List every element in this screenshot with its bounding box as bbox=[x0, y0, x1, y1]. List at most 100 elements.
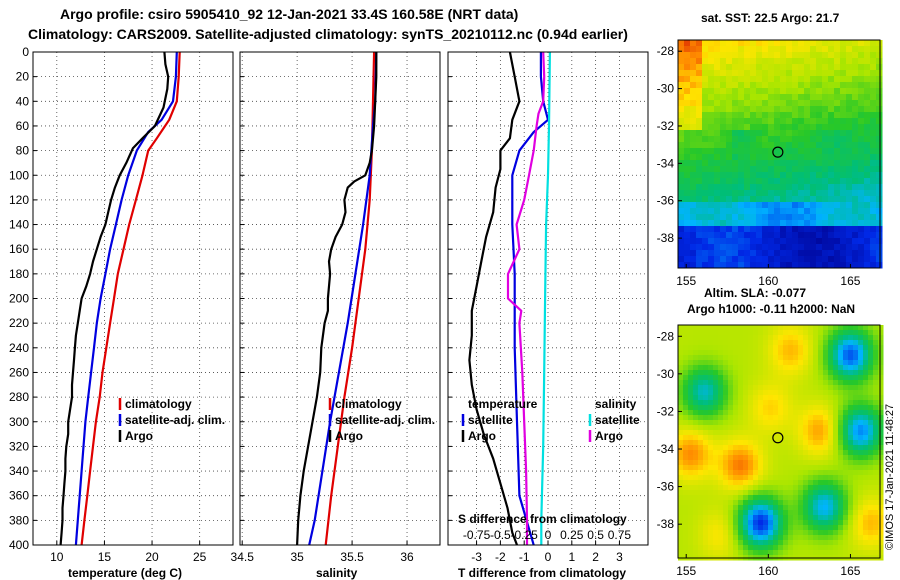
map-cell bbox=[743, 370, 749, 376]
map-cell bbox=[718, 335, 724, 341]
map-cell bbox=[803, 420, 809, 426]
map-cell bbox=[788, 335, 794, 341]
map-cell bbox=[778, 370, 784, 376]
map-cell bbox=[744, 106, 751, 113]
map-cell bbox=[783, 550, 789, 556]
map-cell bbox=[763, 510, 769, 516]
map-cell bbox=[678, 500, 684, 506]
map-cell bbox=[763, 325, 769, 331]
map-cell bbox=[702, 154, 709, 161]
map-cell bbox=[738, 490, 744, 496]
map-cell bbox=[733, 505, 739, 511]
map-cell bbox=[738, 540, 744, 546]
map-cell bbox=[750, 94, 757, 101]
map-cell bbox=[773, 355, 779, 361]
map-cell bbox=[763, 505, 769, 511]
map-cell bbox=[864, 148, 871, 155]
map-cell bbox=[828, 405, 834, 411]
map-cell bbox=[876, 130, 883, 137]
map-cell bbox=[773, 445, 779, 451]
map-cell bbox=[818, 525, 824, 531]
map-cell bbox=[838, 510, 844, 516]
map-cell bbox=[818, 425, 824, 431]
map-cell bbox=[708, 550, 714, 556]
map-cell bbox=[726, 154, 733, 161]
map-cell bbox=[732, 232, 739, 239]
map-cell bbox=[768, 82, 775, 89]
map-cell bbox=[808, 475, 814, 481]
map-cell bbox=[816, 88, 823, 95]
map-cell bbox=[804, 100, 811, 107]
map-cell bbox=[813, 345, 819, 351]
x-tick-label: 35.5 bbox=[340, 550, 364, 564]
map-cell bbox=[878, 340, 884, 346]
map-cell bbox=[726, 148, 733, 155]
map-cell bbox=[713, 515, 719, 521]
map-cell bbox=[748, 545, 754, 551]
map-cell bbox=[792, 118, 799, 125]
map-cell bbox=[718, 500, 724, 506]
map-cell bbox=[863, 450, 869, 456]
map-cell bbox=[683, 475, 689, 481]
map-cell bbox=[743, 415, 749, 421]
map-cell bbox=[703, 425, 709, 431]
map-cell bbox=[713, 385, 719, 391]
map-cell bbox=[726, 76, 733, 83]
map-cell bbox=[816, 112, 823, 119]
map-cell bbox=[773, 510, 779, 516]
map-cell bbox=[726, 202, 733, 209]
map-cell bbox=[863, 400, 869, 406]
map-cell bbox=[773, 500, 779, 506]
map-cell bbox=[762, 46, 769, 53]
map-cell bbox=[833, 520, 839, 526]
map-cell bbox=[822, 202, 829, 209]
map-cell bbox=[714, 166, 721, 173]
map-cell bbox=[714, 208, 721, 215]
map-cell bbox=[703, 465, 709, 471]
map-cell bbox=[822, 136, 829, 143]
map-cell bbox=[763, 360, 769, 366]
map-cell bbox=[683, 515, 689, 521]
map-cell bbox=[808, 330, 814, 336]
map-cell bbox=[720, 148, 727, 155]
map-cell bbox=[786, 226, 793, 233]
map-cell bbox=[870, 88, 877, 95]
map-cell bbox=[840, 58, 847, 65]
map-cell bbox=[838, 455, 844, 461]
map-cell bbox=[753, 530, 759, 536]
map-cell bbox=[773, 390, 779, 396]
map-cell bbox=[723, 485, 729, 491]
map-cell bbox=[878, 555, 884, 561]
map-cell bbox=[838, 325, 844, 331]
map-cell bbox=[693, 380, 699, 386]
map-cell bbox=[703, 520, 709, 526]
map-cell bbox=[750, 40, 757, 47]
map-cell bbox=[798, 160, 805, 167]
map-cell bbox=[853, 530, 859, 536]
map-cell bbox=[783, 400, 789, 406]
map-cell bbox=[823, 435, 829, 441]
map-cell bbox=[840, 100, 847, 107]
map-cell bbox=[828, 370, 834, 376]
map-cell bbox=[868, 405, 874, 411]
map-cell bbox=[870, 40, 877, 47]
map-cell bbox=[684, 262, 691, 269]
map-cell bbox=[786, 112, 793, 119]
map-cell bbox=[732, 160, 739, 167]
map-cell bbox=[798, 142, 805, 149]
map-cell bbox=[756, 220, 763, 227]
map-cell bbox=[684, 130, 691, 137]
map-cell bbox=[756, 142, 763, 149]
map-cell bbox=[834, 190, 841, 197]
map-cell bbox=[870, 250, 877, 257]
map-cell bbox=[714, 112, 721, 119]
map-cell bbox=[786, 118, 793, 125]
map-cell bbox=[750, 250, 757, 257]
map-cell bbox=[878, 360, 884, 366]
map-cell bbox=[763, 445, 769, 451]
map-cell bbox=[858, 380, 864, 386]
map-cell bbox=[773, 380, 779, 386]
map-cell bbox=[698, 445, 704, 451]
map-cell bbox=[803, 455, 809, 461]
map-cell bbox=[783, 490, 789, 496]
